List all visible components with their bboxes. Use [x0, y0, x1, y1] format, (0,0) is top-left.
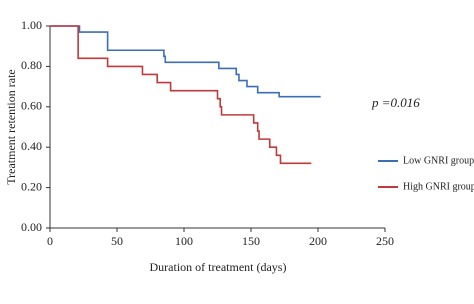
y-axis-title: Treatment retention rate [4, 69, 18, 185]
x-tick-label: 50 [111, 234, 123, 248]
survival-curve [50, 25, 312, 165]
y-tick-label: 0.20 [21, 179, 42, 193]
x-tick-label: 200 [309, 234, 327, 248]
y-tick-label: 0.80 [21, 58, 42, 72]
x-tick-label: 100 [175, 234, 193, 248]
x-axis-title: Duration of treatment (days) [150, 260, 287, 274]
y-tick-label: 0.40 [21, 139, 42, 153]
y-tick-label: 0.00 [21, 220, 42, 234]
y-tick-label: 1.00 [21, 18, 42, 32]
x-tick-label: 0 [47, 234, 53, 248]
legend-label: Low GNRI group [403, 155, 474, 166]
legend-label: High GNRI group [403, 181, 474, 192]
survival-curve [50, 25, 321, 98]
x-tick-label: 150 [242, 234, 260, 248]
p-value: p =0.016 [371, 95, 420, 110]
x-tick-label: 250 [376, 234, 394, 248]
y-tick-label: 0.60 [21, 99, 42, 113]
